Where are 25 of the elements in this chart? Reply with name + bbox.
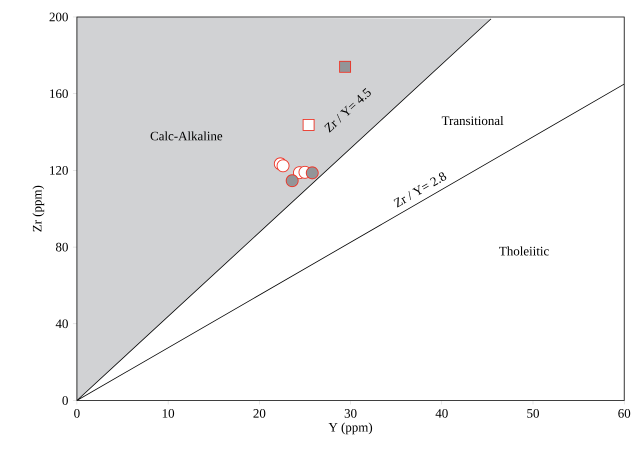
x-tick-label: 20 bbox=[253, 408, 266, 418]
x-tick-label: 30 bbox=[344, 408, 357, 418]
x-tick-label: 50 bbox=[527, 408, 539, 418]
annotation: Zr / Y= 4.5 bbox=[324, 88, 371, 132]
point bbox=[339, 60, 352, 73]
x-tick-label: 0 bbox=[74, 408, 80, 418]
x-tick-label: 60 bbox=[618, 408, 630, 418]
point bbox=[306, 166, 319, 180]
x-tick-label: 40 bbox=[436, 408, 448, 418]
annotation: Tholeiitic bbox=[499, 246, 549, 256]
point bbox=[286, 174, 299, 187]
y-tick-label: 200 bbox=[50, 12, 68, 22]
y-tick-label: 40 bbox=[56, 319, 68, 328]
annotation: Transitional bbox=[442, 116, 504, 125]
point bbox=[276, 159, 290, 172]
y-tick-label: 0 bbox=[62, 396, 68, 405]
annotation: Calc-Alkaline bbox=[150, 131, 222, 140]
y-tick-label: 80 bbox=[56, 242, 68, 252]
y-tick-label: 120 bbox=[50, 166, 68, 175]
x-tick-label: 10 bbox=[162, 408, 174, 418]
x-axis-title: Y (ppm) bbox=[328, 422, 372, 434]
annotation: Zr / Y= 2.8 bbox=[394, 172, 446, 208]
point bbox=[302, 118, 315, 131]
y-tick-label: 160 bbox=[50, 89, 68, 98]
y-axis-title: Zr (ppm) bbox=[32, 186, 44, 232]
